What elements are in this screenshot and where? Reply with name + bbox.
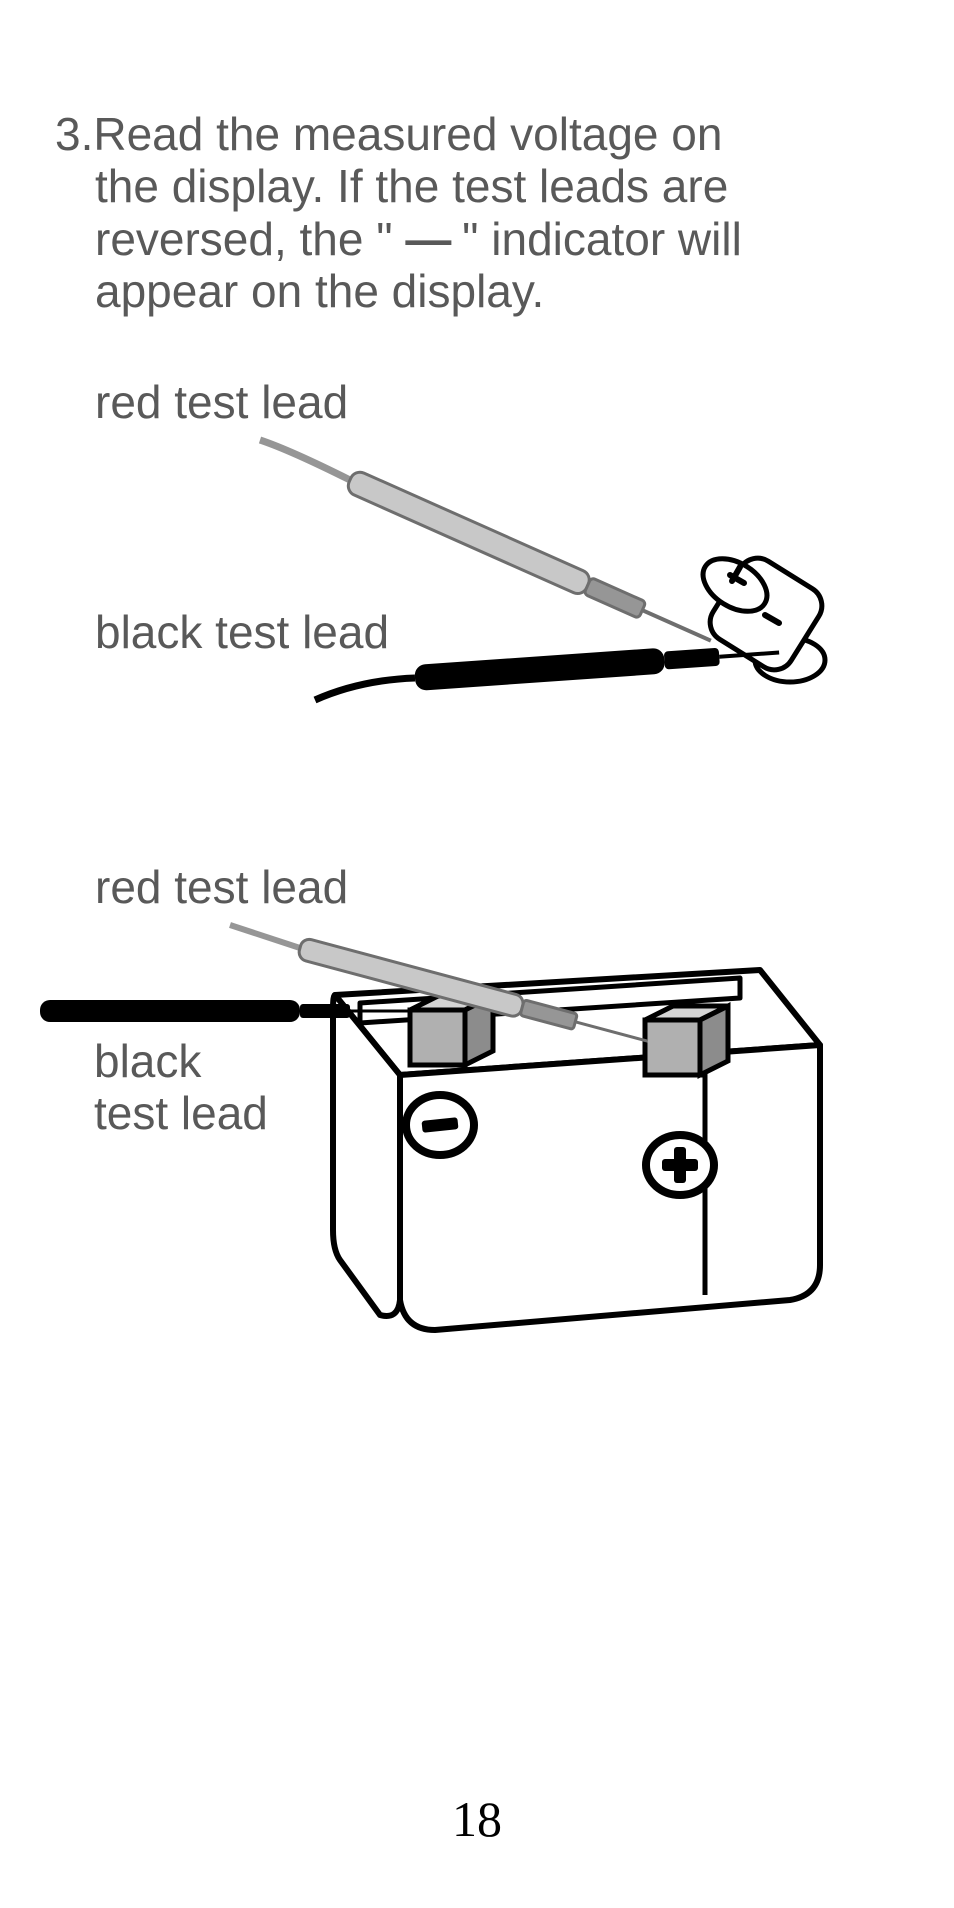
plus-symbol-icon	[646, 1135, 714, 1195]
minus-symbol-icon	[406, 1095, 474, 1155]
step-line3a: reversed, the "	[95, 213, 393, 265]
step-line4: appear on the display.	[95, 265, 544, 317]
step-line3b: " indicator will	[462, 213, 742, 265]
red-probe-icon	[260, 440, 716, 652]
manual-page: 3.Read the measured voltage on the displ…	[0, 0, 954, 1908]
step-number: 3.	[55, 108, 93, 160]
car-battery-icon	[333, 970, 820, 1330]
figure-probes-on-cell	[230, 430, 850, 740]
step-line1: Read the measured voltage on	[93, 108, 722, 160]
figure-probes-on-car-battery	[40, 900, 860, 1370]
instruction-step-3: 3.Read the measured voltage on the displ…	[55, 108, 899, 318]
black-probe-icon	[315, 640, 780, 700]
battery-terminal-positive	[645, 1006, 728, 1075]
fig1-red-lead-label: red test lead	[95, 375, 348, 429]
page-number: 18	[0, 1790, 954, 1848]
step-line2: the display. If the test leads are	[95, 160, 728, 212]
minus-indicator-symbol: —	[405, 213, 449, 265]
